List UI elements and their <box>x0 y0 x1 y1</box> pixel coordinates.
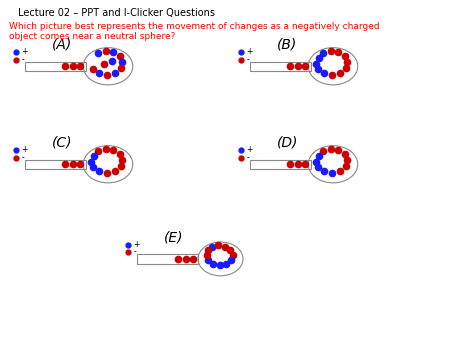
Text: Lecture 02 – PPT and I-Clicker Questions: Lecture 02 – PPT and I-Clicker Questions <box>18 8 215 19</box>
Text: -: - <box>246 55 249 64</box>
Text: (C): (C) <box>52 136 72 149</box>
Text: +: + <box>21 145 27 154</box>
Text: Which picture best represents the movement of changes as a negatively charged
ob: Which picture best represents the moveme… <box>9 22 380 41</box>
Text: (A): (A) <box>52 38 72 51</box>
Text: +: + <box>21 47 27 56</box>
Text: +: + <box>246 145 252 154</box>
Text: -: - <box>21 55 24 64</box>
Text: (D): (D) <box>277 136 298 149</box>
Bar <box>250 160 310 169</box>
Text: +: + <box>246 47 252 56</box>
Bar <box>250 62 310 71</box>
Text: -: - <box>21 153 24 162</box>
Text: -: - <box>134 247 136 256</box>
Text: +: + <box>134 240 140 249</box>
Bar <box>25 62 86 71</box>
Text: (E): (E) <box>164 230 184 244</box>
Text: (B): (B) <box>277 38 297 51</box>
Text: -: - <box>246 153 249 162</box>
Bar <box>137 254 198 264</box>
Bar <box>25 160 86 169</box>
